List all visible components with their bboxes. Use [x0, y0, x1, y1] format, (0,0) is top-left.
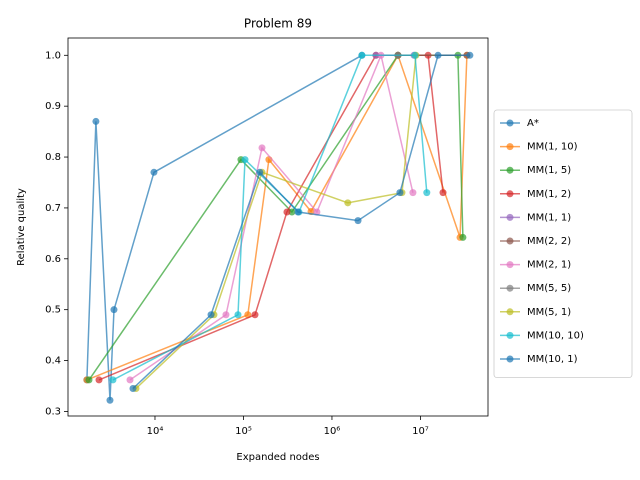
data-point — [95, 376, 103, 384]
data-point — [396, 189, 404, 197]
x-tick-label: 10⁷ — [412, 426, 429, 437]
data-point — [354, 217, 362, 225]
data-point — [344, 199, 352, 207]
y-tick-label: 0.4 — [45, 356, 61, 367]
data-point — [288, 208, 296, 216]
series-line — [98, 54, 444, 381]
data-point — [294, 208, 302, 216]
series-line — [88, 54, 464, 381]
y-tick-label: 0.5 — [45, 305, 61, 316]
data-point — [459, 233, 467, 241]
series-line — [129, 52, 414, 381]
data-point — [126, 376, 134, 384]
series-line — [135, 55, 417, 390]
data-point — [129, 385, 137, 393]
data-point — [256, 168, 264, 176]
legend-box — [493, 109, 633, 379]
legend-label: A* — [527, 118, 539, 129]
legend-marker — [506, 166, 514, 174]
legend-label: MM(5, 1) — [527, 307, 571, 318]
legend-label: MM(2, 1) — [527, 260, 571, 271]
data-point — [466, 51, 474, 59]
data-point — [106, 396, 114, 404]
x-tick-label: 10⁵ — [235, 426, 252, 437]
data-point — [85, 376, 93, 384]
legend-marker — [506, 213, 514, 221]
x-tick-label: 10⁴ — [147, 426, 164, 437]
y-tick-label: 1.0 — [45, 50, 61, 61]
y-tick-label: 0.9 — [45, 101, 61, 112]
legend-marker — [506, 143, 514, 151]
data-point — [358, 51, 366, 59]
chart-title: Problem 89 — [244, 17, 312, 31]
plot-frame — [67, 37, 489, 417]
legend-label: MM(1, 5) — [527, 165, 571, 176]
legend-marker — [506, 308, 514, 316]
series-line — [132, 54, 470, 390]
data-point — [109, 376, 117, 384]
data-point — [258, 144, 266, 152]
data-point — [411, 51, 419, 59]
data-point — [110, 306, 118, 314]
legend-marker — [506, 119, 514, 127]
data-point — [434, 51, 442, 59]
y-tick-label: 0.3 — [45, 406, 61, 417]
legend-marker — [506, 190, 514, 198]
legend-label: MM(2, 2) — [527, 236, 571, 247]
y-axis-label: Relative quality — [16, 188, 27, 266]
legend-marker — [506, 284, 514, 292]
legend-label: MM(5, 5) — [527, 283, 571, 294]
legend-label: MM(10, 1) — [527, 354, 578, 365]
legend-label: MM(1, 10) — [527, 142, 578, 153]
data-point — [222, 311, 230, 319]
data-point — [207, 311, 215, 319]
y-tick-label: 0.8 — [45, 152, 61, 163]
legend-marker — [506, 331, 514, 339]
data-point — [92, 117, 100, 125]
data-point — [241, 156, 249, 164]
data-point — [283, 208, 291, 216]
x-axis-label: Expanded nodes — [236, 452, 319, 463]
y-tick-label: 0.7 — [45, 203, 61, 214]
legend-label: MM(1, 1) — [527, 212, 571, 223]
data-point — [409, 189, 417, 197]
data-point — [234, 311, 242, 319]
legend-marker — [506, 237, 514, 245]
legend-label: MM(1, 2) — [527, 189, 571, 200]
data-point — [251, 311, 259, 319]
data-point — [439, 189, 447, 197]
series-line — [86, 54, 363, 401]
x-tick-label: 10⁶ — [324, 426, 341, 437]
legend-marker — [506, 261, 514, 269]
data-point — [150, 168, 158, 176]
legend-label: MM(10, 10) — [527, 330, 584, 341]
legend-marker — [506, 355, 514, 363]
y-tick-label: 0.6 — [45, 254, 61, 265]
legend: A* MM(1, 10) MM(1, 5) MM(1, 2) MM(1, 1) MM(2,… — [493, 109, 633, 379]
data-point — [423, 189, 431, 197]
